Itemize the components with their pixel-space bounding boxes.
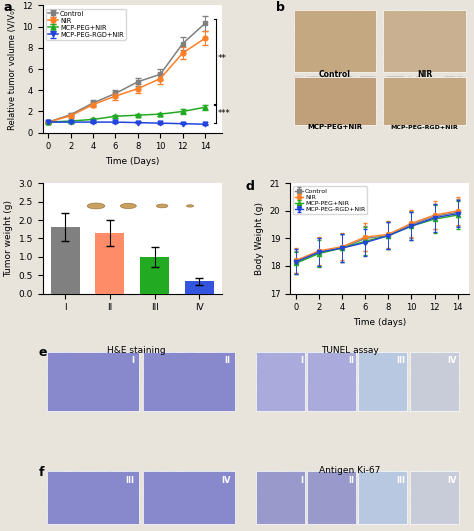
Text: MCP-PEG-RGD+NIR: MCP-PEG-RGD+NIR (391, 125, 458, 130)
X-axis label: Time (days): Time (days) (353, 318, 406, 327)
Text: III: III (396, 356, 405, 365)
Text: NIR: NIR (417, 70, 432, 79)
Bar (51, 227, 80, 294)
Text: II: II (348, 356, 354, 365)
X-axis label: Time (Days): Time (Days) (105, 157, 159, 166)
Bar (140, 257, 169, 294)
Text: H&E staining: H&E staining (107, 346, 166, 355)
Text: Antigen Ki-67: Antigen Ki-67 (319, 466, 381, 475)
Text: TUNEL assay: TUNEL assay (321, 346, 379, 355)
Text: I: I (300, 476, 303, 485)
Text: **: ** (218, 54, 227, 63)
Y-axis label: Tumor weight (g): Tumor weight (g) (4, 200, 13, 277)
Legend: Control, NIR, MCP-PEG+NIR, MCP-PEG-RGD+NIR: Control, NIR, MCP-PEG+NIR, MCP-PEG-RGD+N… (293, 186, 367, 214)
Text: ***: *** (218, 108, 231, 117)
Text: II: II (348, 476, 354, 485)
Bar (95, 233, 125, 294)
Text: b: b (276, 2, 284, 14)
Text: Control: Control (319, 70, 351, 79)
Text: IV: IV (221, 476, 230, 485)
Text: I: I (300, 356, 303, 365)
Text: f: f (38, 466, 44, 478)
Text: II: II (224, 356, 230, 365)
Text: e: e (38, 346, 47, 359)
Text: III: III (126, 476, 135, 485)
Text: a: a (3, 2, 12, 14)
Y-axis label: Relative tumor volume (V/V₀): Relative tumor volume (V/V₀) (8, 7, 17, 131)
Legend: Control, NIR, MCP-PEG+NIR, MCP-PEG-RGD+NIR: Control, NIR, MCP-PEG+NIR, MCP-PEG-RGD+N… (46, 8, 126, 40)
Y-axis label: Body Weight (g): Body Weight (g) (255, 202, 264, 275)
Text: MCP-PEG+NIR: MCP-PEG+NIR (307, 124, 363, 130)
Text: d: d (245, 180, 254, 193)
Text: III: III (396, 476, 405, 485)
Bar (185, 281, 214, 294)
Text: IV: IV (447, 476, 456, 485)
Text: IV: IV (447, 356, 456, 365)
Text: I: I (131, 356, 135, 365)
